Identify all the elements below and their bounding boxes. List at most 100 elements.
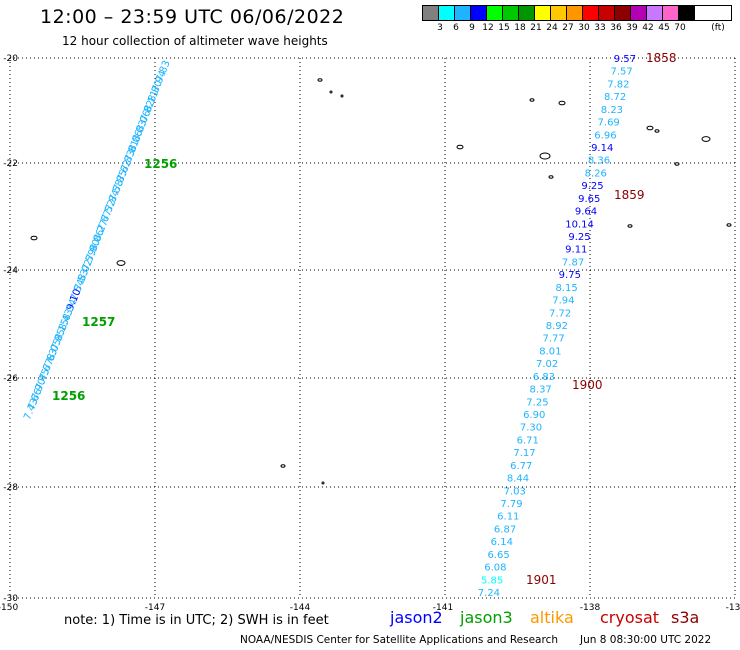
longitude-label: -144: [290, 603, 311, 613]
color-swatch: [535, 6, 551, 20]
map-title: 12:00 – 23:59 UTC 06/06/2022: [40, 6, 345, 28]
wave-height-label: 9.25: [581, 181, 603, 192]
wave-height-label: 7.69: [598, 118, 620, 129]
wave-height-label: 8.23: [601, 105, 623, 116]
legend-s3a: s3a: [671, 608, 700, 627]
legend-cryosat: cryosat: [600, 608, 660, 627]
wave-height-label: 7.30: [520, 423, 542, 434]
footer-date: Jun 8 08:30:00 UTC 2022: [580, 634, 712, 646]
color-scale-legend: 3 6 9 12 15 18 21 24 27 30 33 36 39 42 45 70 (ft): [422, 5, 732, 33]
wave-height-label: 6.71: [517, 435, 539, 446]
color-swatch: [631, 6, 647, 20]
island-outline: [548, 175, 554, 179]
island-outline: [116, 260, 126, 266]
island-outline: [30, 235, 38, 241]
latitude-label: -30: [3, 594, 18, 604]
color-swatch: [487, 6, 503, 20]
legend-altika: altika: [530, 608, 574, 627]
color-scale-label: 36: [610, 23, 622, 33]
island-outline: [646, 125, 654, 131]
island-outline: [654, 129, 660, 133]
wave-height-label: 6.08: [484, 563, 506, 574]
longitude-label: -147: [145, 603, 165, 613]
color-scale-swatches: [422, 5, 732, 21]
wave-height-label: 7.77: [542, 334, 564, 345]
wave-height-label: 8.72: [604, 92, 626, 103]
color-scale-label: 21: [530, 23, 542, 33]
color-scale-labels: 3 6 9 12 15 18 21 24 27 30 33 36 39 42 45 70 (ft): [422, 21, 732, 33]
wave-height-label: 9.64: [575, 207, 597, 218]
wave-height-label: 6.14: [491, 537, 513, 548]
latitude-label: -24: [3, 266, 18, 276]
wave-height-label: 9.25: [568, 232, 590, 243]
pass-time-label: 1256: [144, 157, 177, 171]
color-swatch: [423, 6, 439, 20]
wave-height-label: 5.85: [481, 575, 503, 586]
island-outline: [558, 100, 566, 106]
island-outline: [329, 90, 333, 94]
wave-height-label: 6.90: [523, 410, 545, 421]
wave-height-label: 7.43: [22, 397, 41, 422]
wave-height-label: 7.72: [549, 308, 571, 319]
island-outline: [340, 94, 344, 98]
color-swatch: [567, 6, 583, 20]
color-swatch: [471, 6, 487, 20]
color-scale-label: 15: [498, 23, 510, 33]
color-scale-label: 24: [546, 23, 558, 33]
color-scale-label: 3: [437, 23, 443, 33]
color-swatch: [599, 6, 615, 20]
longitude-label: -138: [580, 603, 601, 613]
wave-height-label: 8.92: [546, 321, 568, 332]
wave-height-label: 7.24: [478, 588, 500, 599]
color-scale-label: 45: [658, 23, 670, 33]
color-swatch: [439, 6, 455, 20]
latitude-label: -26: [3, 374, 18, 384]
wave-height-label: 8.44: [507, 474, 529, 485]
wave-height-label: 8.01: [539, 346, 561, 357]
wave-height-label: 9.11: [565, 245, 587, 256]
legend-jason2: jason2: [390, 608, 443, 627]
wave-height-label: 8.36: [588, 156, 610, 167]
latitude-label: -22: [3, 159, 18, 169]
color-scale-label: 6: [453, 23, 459, 33]
island-outline: [701, 136, 711, 142]
color-scale-label: 42: [642, 23, 654, 33]
island-outline: [539, 152, 551, 160]
wave-height-label: 7.79: [500, 499, 522, 510]
wave-height-label: 9.57: [614, 54, 636, 65]
pass-time-label: 1901: [526, 573, 557, 587]
wave-height-label: 6.96: [594, 130, 616, 141]
wave-height-label: 6.77: [510, 461, 532, 472]
color-scale-label: 33: [594, 23, 606, 33]
color-scale-label: 30: [578, 23, 590, 33]
color-scale-label: 12: [482, 23, 494, 33]
wave-height-label: 9.75: [559, 270, 581, 281]
color-swatch: [519, 6, 535, 20]
longitude-label: -150: [0, 603, 18, 613]
pass-time-label: 1859: [614, 188, 645, 202]
wave-height-label: 6.83: [533, 372, 555, 383]
color-scale-label: 39: [626, 23, 638, 33]
color-swatch: [551, 6, 567, 20]
island-outline: [280, 464, 286, 468]
wave-height-label: 9.14: [591, 143, 613, 154]
wave-height-label: 10.14: [565, 219, 594, 230]
wave-height-label: 6.11: [497, 512, 519, 523]
pass-time-label: 1257: [82, 315, 115, 329]
footer-credit: NOAA/NESDIS Center for Satellite Applica…: [240, 634, 558, 646]
wave-height-label: 7.82: [607, 79, 629, 90]
color-swatch: [679, 6, 695, 20]
island-outline: [529, 98, 535, 102]
color-scale-label: 9: [469, 23, 475, 33]
color-swatch: [647, 6, 663, 20]
wave-height-label: 7.03: [504, 486, 526, 497]
latitude-label: -28: [3, 483, 18, 493]
wave-height-label: 6.87: [494, 524, 516, 535]
island-outline: [321, 481, 325, 485]
color-swatch: [455, 6, 471, 20]
pass-time-label: 1900: [572, 378, 603, 392]
map-subtitle: 12 hour collection of altimeter wave hei…: [62, 34, 328, 48]
wave-height-label: 9.65: [578, 194, 600, 205]
wave-height-label: 7.57: [610, 67, 632, 78]
island-outline: [674, 162, 680, 166]
